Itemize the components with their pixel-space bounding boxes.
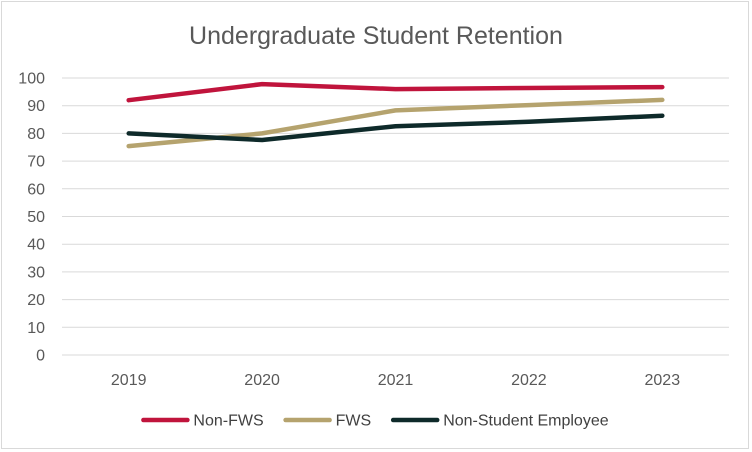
gridlines — [62, 77, 729, 356]
legend-label: FWS — [336, 413, 372, 430]
chart-title: Undergraduate Student Retention — [189, 22, 563, 50]
legend-item: Non-FWS — [141, 413, 264, 430]
y-tick-label: 60 — [27, 181, 45, 198]
legend-item: Non-Student Employee — [390, 413, 609, 430]
x-tick-label: 2023 — [645, 372, 681, 389]
y-tick-label: 10 — [27, 320, 45, 337]
x-tick-label: 2020 — [244, 372, 280, 389]
legend-item: FWS — [283, 413, 372, 430]
legend-label: Non-Student Employee — [443, 413, 609, 430]
y-tick-label: 80 — [27, 126, 45, 143]
x-axis-ticks: 2019 2020 2021 2022 2023 — [111, 372, 680, 389]
x-tick-label: 2019 — [111, 372, 147, 389]
y-axis-ticks: 0 10 20 30 40 50 60 70 80 90 100 — [18, 71, 45, 365]
y-tick-label: 20 — [27, 292, 45, 309]
series-line — [126, 81, 665, 103]
y-tick-label: 0 — [36, 348, 45, 365]
y-tick-label: 50 — [27, 209, 45, 226]
x-tick-label: 2021 — [378, 372, 414, 389]
y-tick-label: 30 — [27, 264, 45, 281]
x-tick-label: 2022 — [511, 372, 547, 389]
legend: Non-FWS FWS Non-Student Employee — [141, 413, 609, 430]
y-tick-label: 100 — [18, 71, 45, 88]
y-tick-label: 90 — [27, 98, 45, 115]
y-tick-label: 70 — [27, 154, 45, 171]
y-tick-label: 40 — [27, 237, 45, 254]
legend-label: Non-FWS — [193, 413, 263, 430]
series-line — [126, 113, 665, 143]
series-lines — [126, 81, 665, 149]
